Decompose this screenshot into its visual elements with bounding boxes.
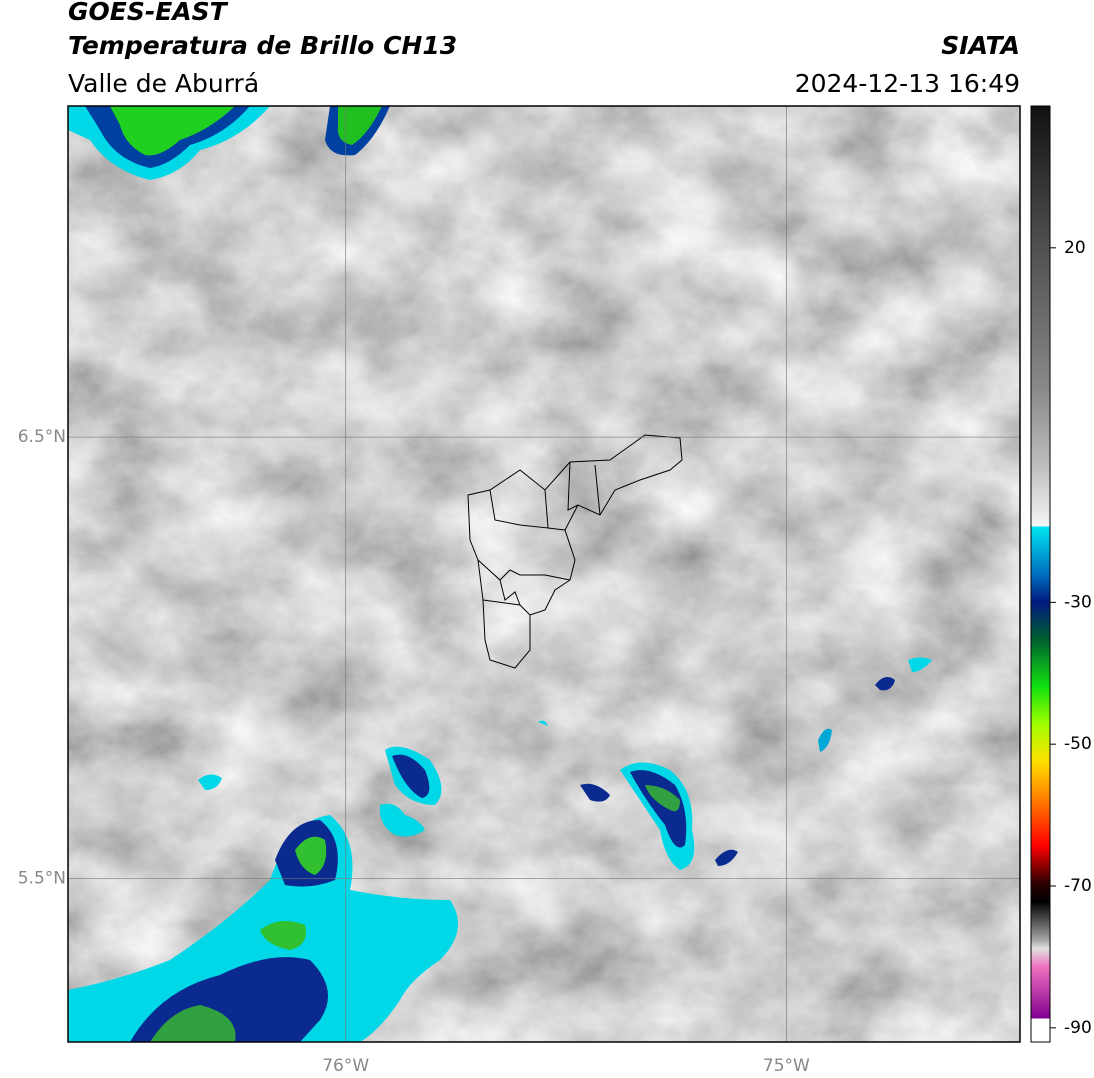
x-tick-label: 76°W (322, 1056, 369, 1076)
title: GOES-EAST (68, 0, 229, 26)
cold-clouds (68, 106, 932, 1042)
colorbar-tick-label: -50 (1064, 734, 1092, 754)
colorbar-tick-label: -70 (1064, 876, 1092, 896)
map-frame (67, 105, 1021, 1043)
cloud-field (68, 106, 1020, 1042)
y-tick-label: 5.5°N (18, 869, 66, 889)
map-image (68, 106, 1020, 1042)
colorbar-tick-label: 20 (1064, 238, 1086, 258)
x-tick-label: 75°W (763, 1056, 810, 1076)
source: SIATA (941, 31, 1020, 60)
colorbar (1030, 105, 1051, 1043)
graticule (68, 106, 1020, 1042)
colorbar-tick-label: -30 (1064, 592, 1092, 612)
region: Valle de Aburrá (68, 69, 259, 98)
subtitle: Temperatura de Brillo CH13 (68, 31, 457, 60)
valley-boundary (467, 434, 683, 669)
y-tick-label: 6.5°N (18, 427, 66, 447)
colorbar-tick-label: -90 (1064, 1018, 1092, 1038)
datetime: 2024-12-13 16:49 (795, 69, 1020, 98)
